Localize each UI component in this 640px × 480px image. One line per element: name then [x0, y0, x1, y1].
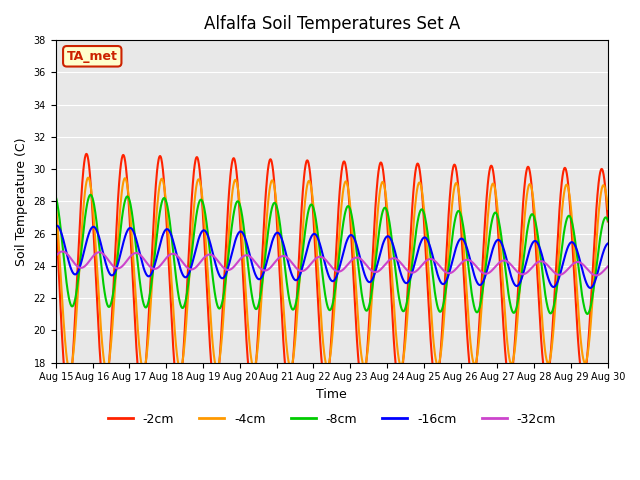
-16cm	[418, 237, 426, 243]
-4cm	[84, 175, 92, 180]
-8cm	[490, 211, 498, 217]
-4cm	[539, 327, 547, 333]
-2cm	[64, 392, 72, 397]
-8cm	[175, 295, 183, 300]
Line: -2cm: -2cm	[56, 154, 608, 395]
-8cm	[52, 194, 60, 200]
Line: -8cm: -8cm	[56, 195, 608, 314]
-32cm	[418, 263, 426, 268]
Text: TA_met: TA_met	[67, 50, 118, 63]
-4cm	[66, 368, 74, 373]
Line: -32cm: -32cm	[56, 252, 608, 276]
-32cm	[58, 249, 66, 254]
-16cm	[586, 285, 594, 291]
-32cm	[52, 253, 60, 259]
-32cm	[175, 255, 183, 261]
-16cm	[237, 228, 244, 234]
-8cm	[162, 197, 170, 203]
-8cm	[87, 192, 95, 198]
X-axis label: Time: Time	[316, 388, 347, 401]
Legend: -2cm, -4cm, -8cm, -16cm, -32cm: -2cm, -4cm, -8cm, -16cm, -32cm	[102, 408, 561, 431]
Line: -4cm: -4cm	[56, 178, 608, 371]
-2cm	[490, 177, 498, 182]
Line: -16cm: -16cm	[56, 226, 608, 288]
-32cm	[593, 273, 600, 278]
-2cm	[419, 192, 426, 197]
-4cm	[604, 206, 612, 212]
-8cm	[584, 311, 591, 317]
-32cm	[490, 265, 498, 271]
-8cm	[539, 271, 547, 277]
-16cm	[175, 261, 183, 266]
-16cm	[52, 223, 60, 228]
-2cm	[52, 211, 60, 216]
-8cm	[237, 205, 244, 211]
-2cm	[162, 207, 170, 213]
Title: Alfalfa Soil Temperatures Set A: Alfalfa Soil Temperatures Set A	[204, 15, 460, 33]
-16cm	[604, 240, 612, 246]
-2cm	[604, 218, 612, 224]
-2cm	[83, 151, 90, 157]
-4cm	[237, 217, 245, 223]
-32cm	[237, 256, 244, 262]
-4cm	[490, 183, 498, 189]
-8cm	[604, 217, 612, 223]
-4cm	[175, 365, 183, 371]
-32cm	[539, 259, 547, 264]
-4cm	[162, 198, 170, 204]
-16cm	[52, 223, 60, 228]
-4cm	[52, 200, 60, 206]
-32cm	[162, 256, 170, 262]
-16cm	[490, 243, 498, 249]
-2cm	[175, 387, 183, 393]
-16cm	[539, 254, 547, 260]
-16cm	[162, 227, 170, 233]
-4cm	[419, 189, 426, 195]
-2cm	[539, 360, 547, 365]
Y-axis label: Soil Temperature (C): Soil Temperature (C)	[15, 137, 28, 265]
-8cm	[418, 206, 426, 212]
-2cm	[237, 236, 245, 242]
-32cm	[604, 264, 612, 269]
